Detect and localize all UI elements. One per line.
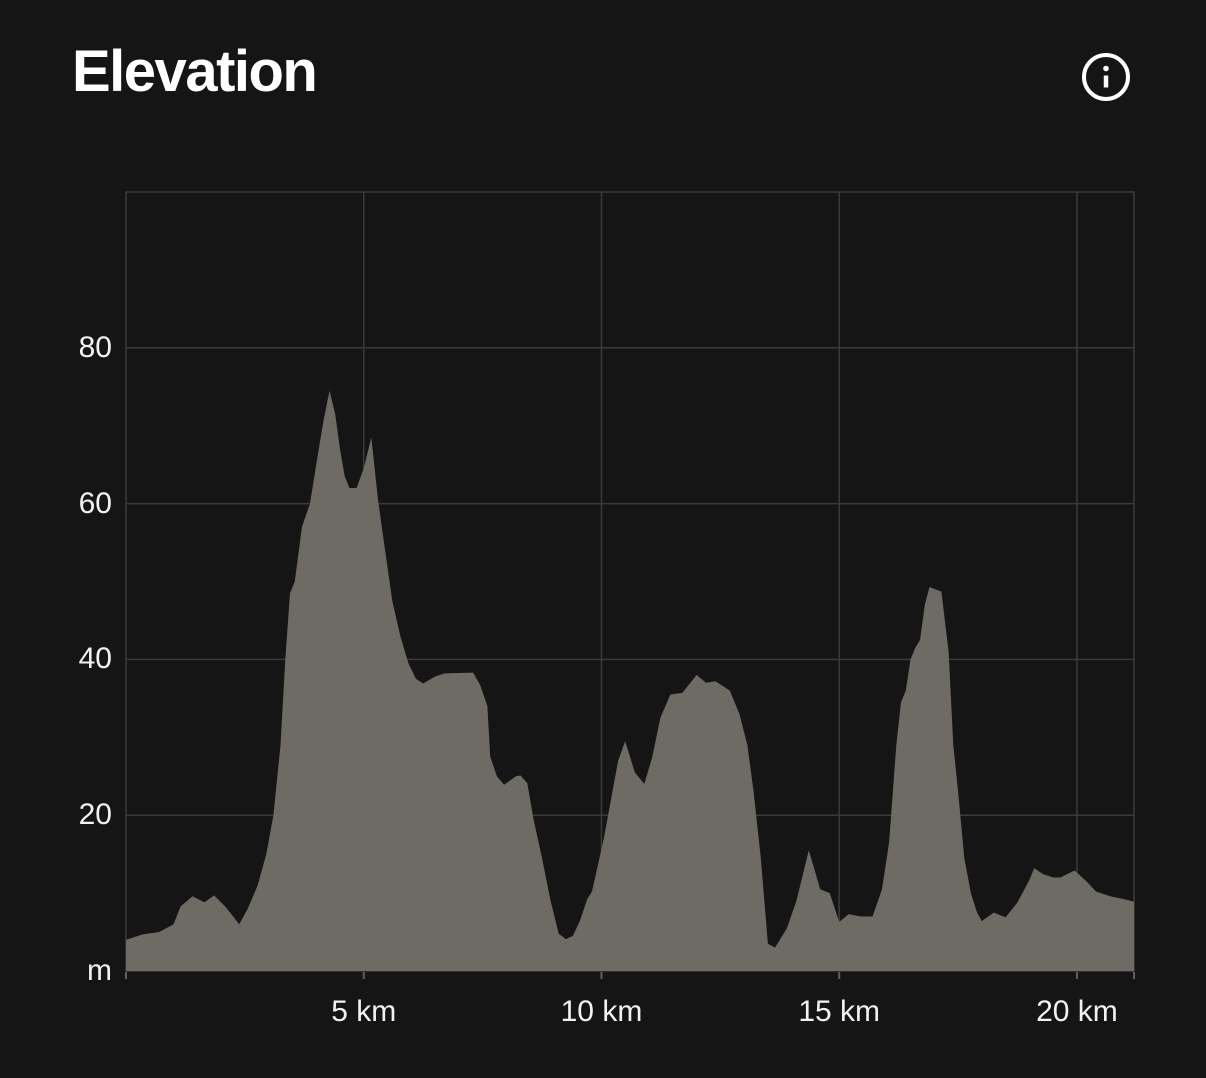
card-header: Elevation [0,0,1206,150]
info-icon [1082,53,1130,101]
y-axis-label: 80 [78,330,112,364]
x-axis-label: 20 km [1036,995,1118,1028]
page-title: Elevation [72,39,318,104]
elevation-area [126,390,1134,972]
y-axis-label: 60 [78,486,112,520]
x-axis-label: 10 km [560,995,643,1028]
y-axis-label: 20 [78,798,112,832]
x-axis-label: 15 km [798,995,881,1028]
x-axis-label: 5 km [331,995,397,1028]
y-axis-unit-label: m [87,954,112,987]
y-axis-label: 40 [78,642,112,676]
info-button[interactable] [1081,52,1131,102]
